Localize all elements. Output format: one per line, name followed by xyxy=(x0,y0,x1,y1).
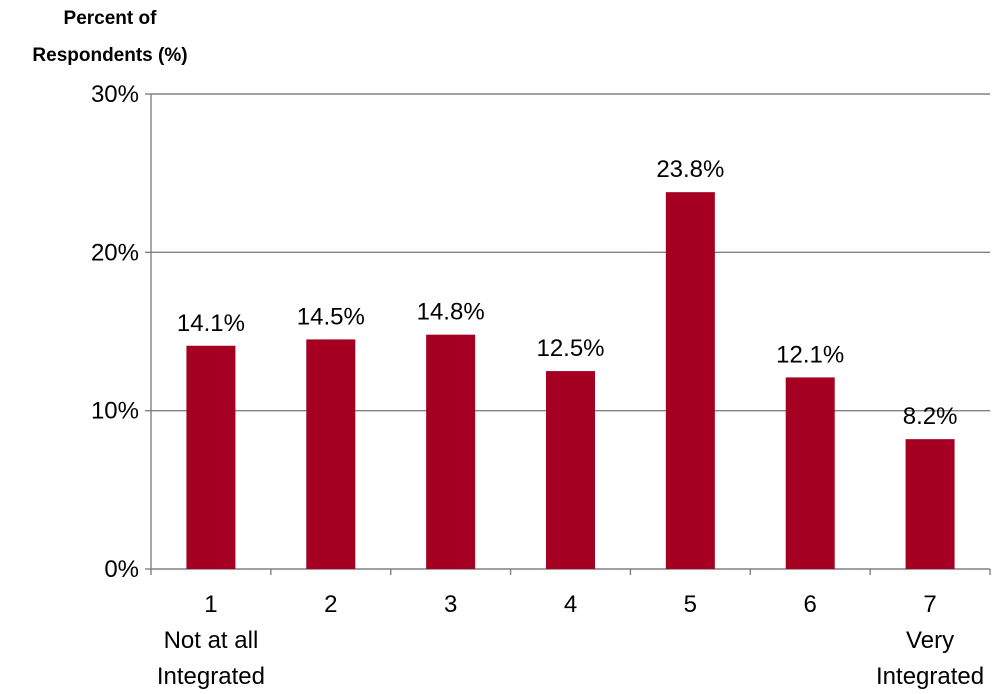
value-label: 8.2% xyxy=(903,403,958,430)
y-axis-title: Percent of Respondents (%) xyxy=(32,8,187,66)
y-tick-labels: 0% 10% 20% 30% xyxy=(91,81,139,583)
y-tick-label: 30% xyxy=(91,81,139,108)
x-category-labels: 1 Not at all Integrated 2 3 4 5 6 7 Very Integrate… xyxy=(157,591,984,690)
category-sublabel: Not at all xyxy=(164,627,259,654)
y-axis-title-line-2: Respondents (%) xyxy=(32,45,187,66)
y-axis-title-line-1: Percent of xyxy=(64,8,158,29)
category-label: 6 xyxy=(804,591,817,618)
bar-4 xyxy=(546,371,595,569)
value-label: 12.5% xyxy=(536,335,604,362)
value-label: 12.1% xyxy=(776,341,844,368)
category-sublabel: Integrated xyxy=(876,663,984,690)
bar-3 xyxy=(426,334,476,569)
category-sublabel: Very xyxy=(906,627,954,654)
y-tick-label: 20% xyxy=(91,239,139,266)
value-labels: 14.1% 14.5% 14.8% 12.5% 23.8% 12.1% 8.2% xyxy=(177,156,958,430)
bar-1 xyxy=(186,345,236,569)
bar-7 xyxy=(905,439,955,569)
category-label: 2 xyxy=(324,591,337,618)
y-tick-label: 0% xyxy=(104,556,139,583)
category-label: 1 xyxy=(204,591,217,618)
bar-5 xyxy=(665,192,715,569)
value-label: 14.5% xyxy=(297,303,365,330)
bars xyxy=(186,192,955,569)
category-label: 4 xyxy=(564,591,577,618)
value-label: 14.1% xyxy=(177,310,245,337)
category-label: 3 xyxy=(444,591,457,618)
category-label: 7 xyxy=(923,591,936,618)
bar-2 xyxy=(306,339,356,569)
category-label: 5 xyxy=(684,591,697,618)
value-label: 23.8% xyxy=(656,156,724,183)
value-label: 14.8% xyxy=(417,299,485,326)
bar-6 xyxy=(785,377,835,569)
category-sublabel: Integrated xyxy=(157,663,265,690)
y-tick-label: 10% xyxy=(91,398,139,425)
gridlines xyxy=(151,93,990,412)
